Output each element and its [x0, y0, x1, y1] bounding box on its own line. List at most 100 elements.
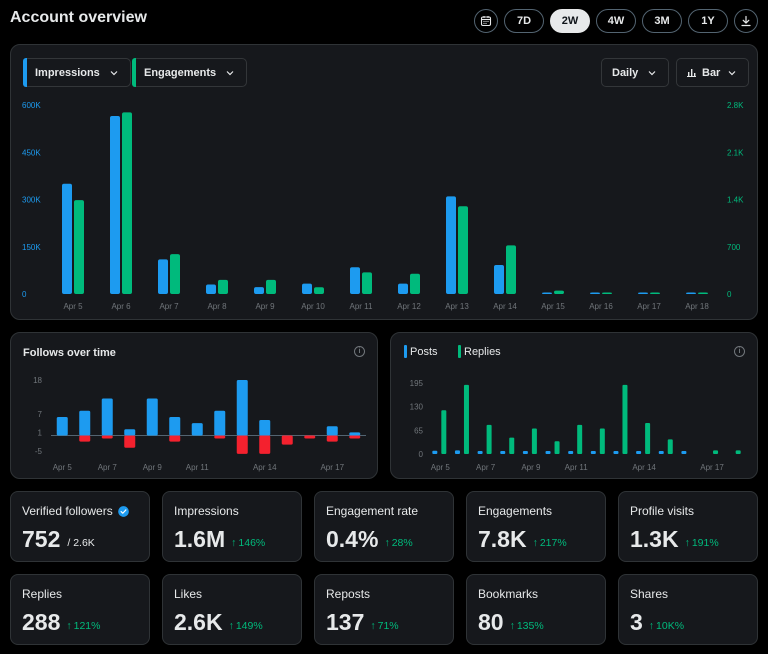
stat-value: 80 [478, 609, 504, 635]
replies-bar [486, 424, 492, 454]
posts-bar [522, 451, 528, 454]
stat-delta: ↑ 135% [510, 620, 544, 632]
chart-type-select[interactable]: Bar [676, 58, 750, 87]
stat-label: Verified followers [22, 504, 129, 518]
engagements-bar [266, 279, 276, 294]
download-button[interactable] [734, 9, 758, 33]
engagements-bar [650, 292, 660, 294]
stat-card[interactable]: Bookmarks 80 ↑ 135% [466, 574, 606, 645]
download-icon [741, 15, 751, 27]
engagements-bar [554, 290, 564, 294]
x-tick-label: Apr 11 [186, 463, 210, 472]
engagements-bar [698, 292, 708, 294]
stat-card[interactable]: Reposts 137 ↑ 71% [314, 574, 454, 645]
stat-card[interactable]: Likes 2.6K ↑ 149% [162, 574, 302, 645]
stat-delta-text: 191% [691, 537, 719, 549]
range-3m-button[interactable]: 3M [642, 9, 682, 33]
impressions-bar [302, 283, 312, 294]
stat-card[interactable]: Profile visits 1.3K ↑ 191% [618, 491, 758, 562]
y-left-tick-label: 300K [22, 196, 41, 205]
range-2w-button[interactable]: 2W [550, 9, 590, 33]
posts-bar [568, 451, 574, 454]
stat-label-text: Reposts [326, 587, 371, 601]
chevron-down-icon [648, 70, 656, 75]
info-icon[interactable]: i [734, 346, 745, 357]
stat-label: Shares [630, 587, 668, 601]
x-tick-label: Apr 17 [700, 463, 724, 472]
stat-value: 2.6K [174, 609, 223, 635]
replies-bar [577, 424, 583, 454]
unfollows-bar [236, 435, 248, 454]
time-range-selector: 7D 2W 4W 3M 1Y [474, 9, 758, 33]
verified-badge-icon [117, 505, 129, 517]
x-tick-label: Apr 16 [589, 302, 613, 311]
metric-left-swatch [23, 58, 27, 87]
unfollows-bar [214, 435, 226, 439]
stat-label-text: Impressions [174, 504, 239, 518]
replies-bar [667, 439, 673, 454]
stat-label-text: Engagement rate [326, 504, 419, 518]
y-tick-label: -5 [35, 447, 43, 456]
y-right-tick-label: 2.1K [727, 148, 744, 157]
stat-value: 137 [326, 609, 365, 635]
engagements-bar [170, 254, 180, 294]
stat-label: Engagement rate [326, 504, 418, 518]
engagements-bar [314, 287, 324, 294]
stat-label-text: Profile visits [630, 504, 695, 518]
impressions-bar [542, 292, 552, 294]
x-tick-label: Apr 7 [159, 302, 179, 311]
arrow-up-icon: ↑ [228, 620, 234, 632]
y-left-tick-label: 150K [22, 243, 41, 252]
x-tick-label: Apr 7 [98, 463, 118, 472]
calendar-button[interactable] [474, 9, 498, 33]
x-tick-label: Apr 14 [253, 463, 277, 472]
range-4w-button[interactable]: 4W [596, 9, 636, 33]
legend-posts[interactable]: Posts [404, 345, 438, 358]
stat-delta: ↑ 146% [231, 537, 265, 549]
follows-bar [56, 416, 68, 436]
stat-delta-text: 121% [73, 620, 101, 632]
replies-bar [622, 384, 628, 454]
x-tick-label: Apr 6 [111, 302, 131, 311]
replies-bar [554, 441, 560, 454]
interval-select[interactable]: Daily [601, 58, 670, 87]
follows-title: Follows over time [23, 347, 116, 359]
stat-delta: ↑ 10K% [649, 620, 684, 632]
stat-card[interactable]: Verified followers 752 / 2.6K [10, 491, 150, 562]
stat-delta: ↑ 149% [229, 620, 263, 632]
impressions-bar [254, 287, 264, 294]
stat-card[interactable]: Replies 288 ↑ 121% [10, 574, 150, 645]
impressions-bar [446, 196, 456, 294]
stat-card[interactable]: Engagement rate 0.4% ↑ 28% [314, 491, 454, 562]
metric-right-swatch [132, 58, 136, 87]
posts-bar [681, 451, 687, 454]
follows-bar [259, 420, 271, 436]
x-tick-label: Apr 7 [476, 463, 496, 472]
posts-bar [613, 451, 619, 454]
posts-bar [545, 451, 551, 454]
stat-card[interactable]: Shares 3 ↑ 10K% [618, 574, 758, 645]
follows-bar [146, 398, 158, 436]
metric-right-select[interactable]: Engagements [132, 58, 248, 87]
replies-bar [531, 428, 537, 454]
range-7d-button[interactable]: 7D [504, 9, 544, 33]
legend-replies[interactable]: Replies [458, 345, 501, 358]
engagements-bar [74, 200, 84, 294]
unfollows-bar [326, 435, 338, 442]
stat-card[interactable]: Engagements 7.8K ↑ 217% [466, 491, 606, 562]
replies-bar [735, 450, 741, 454]
stat-card[interactable]: Impressions 1.6M ↑ 146% [162, 491, 302, 562]
stat-delta: ↑ 28% [384, 537, 412, 549]
arrow-up-icon: ↑ [532, 537, 538, 549]
follows-bar [101, 398, 113, 436]
y-right-tick-label: 2.8K [727, 101, 744, 110]
info-icon[interactable]: i [354, 346, 365, 357]
page-title: Account overview [10, 9, 147, 26]
follows-bar [214, 410, 226, 436]
x-tick-label: Apr 14 [493, 302, 517, 311]
engagements-bar [362, 272, 372, 294]
range-1y-button[interactable]: 1Y [688, 9, 728, 33]
x-tick-label: Apr 17 [320, 463, 344, 472]
metric-left-select[interactable]: Impressions [23, 58, 131, 87]
metric-left-label: Impressions [35, 66, 100, 79]
